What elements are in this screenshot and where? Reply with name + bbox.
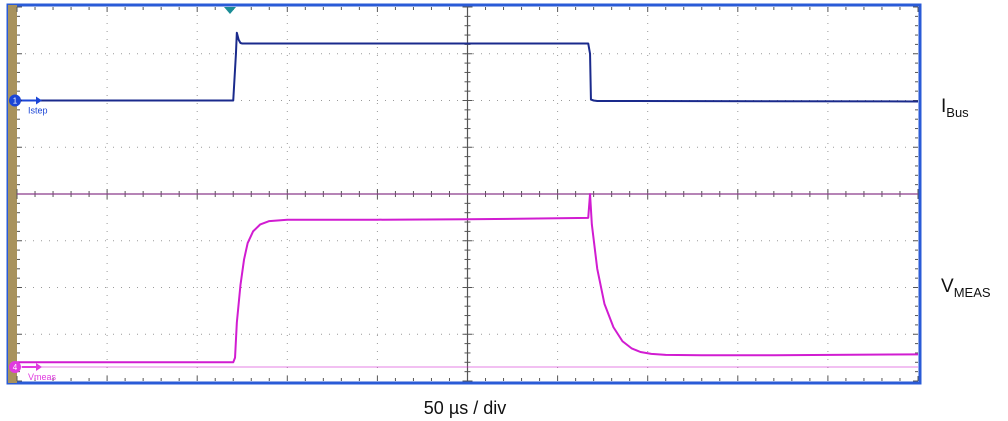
reference-lines <box>17 193 918 368</box>
ibus-trace <box>17 31 919 103</box>
vmeas-channel-marker <box>9 360 21 373</box>
vmeas-offset-arrow <box>22 362 42 371</box>
ibus-series-label: IBus <box>941 96 969 120</box>
ibus-probe-tag: Istep <box>28 106 48 116</box>
ibus-label-sub: Bus <box>946 105 969 120</box>
trigger-position-icon <box>224 7 236 14</box>
ibus-offset-arrow <box>22 96 42 105</box>
traces <box>17 31 919 364</box>
ibus-channel-marker <box>9 94 21 107</box>
vmeas-channel-number: 4 <box>13 363 18 372</box>
x-axis-timebase-label: 50 µs / div <box>423 398 507 418</box>
vmeas-series-label: VMEAS <box>941 276 991 300</box>
ibus-label-main: I <box>941 96 947 117</box>
vmeas-label-sub: MEAS <box>953 285 991 300</box>
vmeas-probe-tag: Vmeas <box>28 372 57 382</box>
channel-markers: 1 Istep 4 Vmeas <box>9 94 57 382</box>
left-channel-strip <box>8 5 17 383</box>
vmeas-trace <box>17 193 919 364</box>
vmeas-label-main: V <box>941 276 954 297</box>
ibus-channel-number: 1 <box>13 97 18 106</box>
